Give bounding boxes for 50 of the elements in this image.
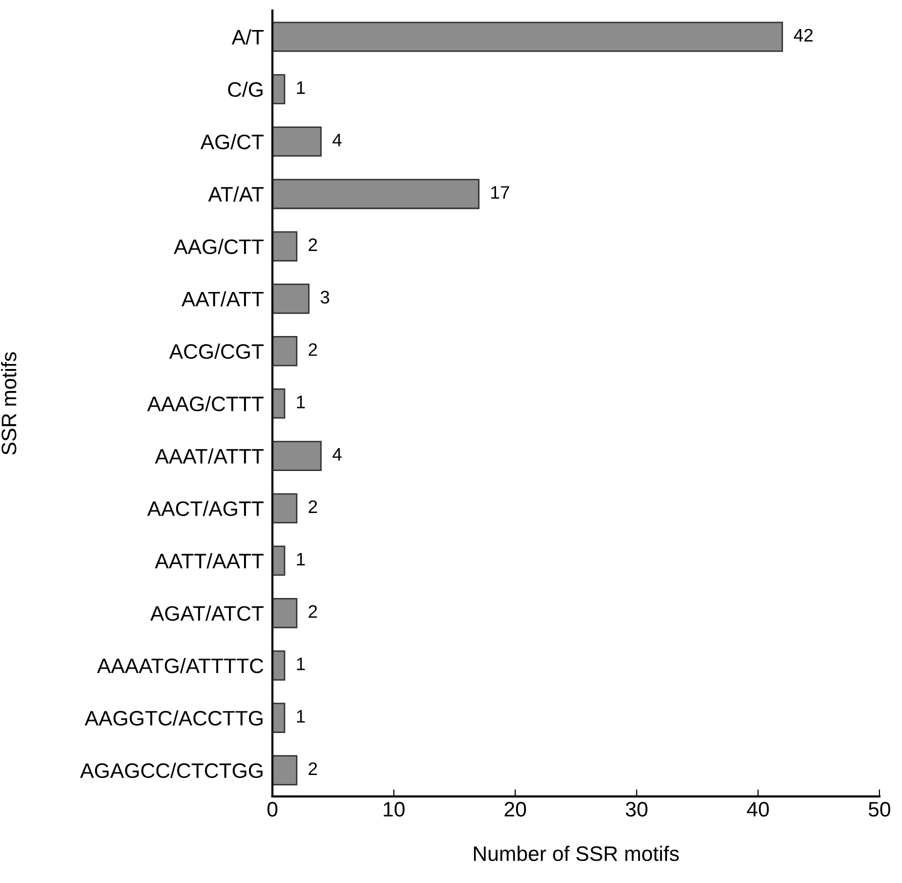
bar — [272, 440, 322, 472]
bar — [272, 74, 286, 104]
y-tick-label: AACT/AGTT — [147, 500, 264, 516]
x-tick-label: 50 — [868, 802, 890, 817]
bar — [272, 598, 298, 628]
y-tick-label: AAG/CTT — [174, 238, 264, 254]
data-label: 2 — [308, 343, 317, 356]
bar — [272, 231, 298, 262]
x-tick-label: 40 — [746, 802, 769, 817]
y-tick-label: AGAT/ATCT — [150, 606, 264, 621]
y-tick-label: C/G — [228, 82, 263, 97]
data-label: 4 — [332, 134, 342, 146]
y-tick-label: AAAT/ATTT — [154, 448, 264, 464]
data-label: 1 — [297, 658, 305, 670]
y-tick-label: AT/AT — [208, 186, 264, 202]
y-tick-label: AAAG/CTTT — [147, 396, 264, 412]
y-tick-label: AAAATG/ATTTTC — [97, 658, 264, 674]
bar — [272, 493, 298, 524]
data-label: 2 — [308, 605, 317, 618]
data-label: 1 — [297, 552, 305, 566]
data-label: 1 — [297, 396, 305, 408]
data-label: 3 — [320, 290, 330, 304]
data-label: 2 — [308, 500, 317, 513]
bar — [272, 755, 298, 786]
data-label: 17 — [491, 186, 510, 199]
data-label: 42 — [794, 28, 813, 42]
bar — [272, 22, 784, 52]
bar — [272, 336, 298, 366]
x-tick-label: 30 — [626, 802, 648, 817]
data-label: 2 — [308, 238, 317, 252]
y-tick-label: AAT/ATT — [182, 291, 264, 306]
bar — [272, 178, 480, 210]
y-tick-label: AAGGTC/ACCTTG — [84, 710, 263, 726]
y-axis-title: SSR motifs — [1, 352, 16, 455]
x-tick-label: 0 — [267, 802, 278, 817]
x-axis-title: Number of SSR motifs — [474, 846, 679, 862]
x-tick-label: 10 — [384, 802, 405, 817]
y-tick-label: A/T — [232, 29, 264, 45]
y-tick-label: AG/CT — [200, 134, 264, 150]
data-label: 1 — [297, 710, 305, 723]
bar — [272, 284, 310, 314]
y-tick-label: ACG/CGT — [169, 344, 264, 359]
data-label: 1 — [297, 81, 305, 94]
y-tick-label: AATT/AATT — [154, 553, 264, 568]
data-label: 2 — [308, 762, 317, 775]
bar — [272, 546, 286, 576]
x-tick-label: 20 — [504, 802, 526, 817]
data-label: 4 — [332, 448, 342, 461]
bar — [272, 126, 322, 157]
y-tick-label: AGAGCC/CTCTGG — [80, 762, 263, 778]
